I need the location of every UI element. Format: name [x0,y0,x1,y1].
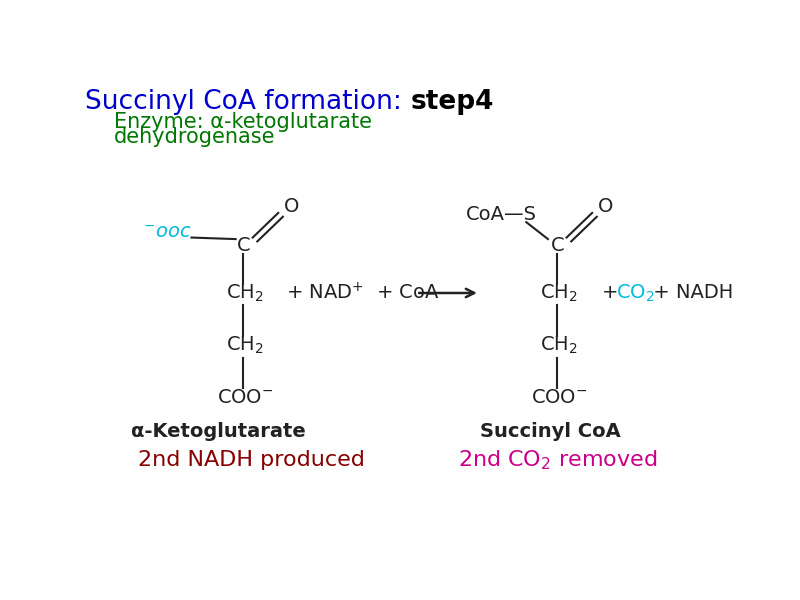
Text: CH$_2$: CH$_2$ [540,283,578,304]
Text: COO$^{-}$: COO$^{-}$ [530,388,587,407]
Text: 2nd CO$_2$ removed: 2nd CO$_2$ removed [458,448,657,472]
Text: CoA—S: CoA—S [466,205,537,224]
Text: CH$_2$: CH$_2$ [226,283,264,304]
Text: $^{-}$ooc: $^{-}$ooc [142,223,191,242]
Text: C: C [550,236,564,255]
Text: Succinyl CoA formation:: Succinyl CoA formation: [85,89,410,115]
Text: Succinyl CoA: Succinyl CoA [480,422,621,441]
Text: + NADH: + NADH [647,283,734,302]
Text: CH$_2$: CH$_2$ [540,335,578,356]
Text: C: C [237,236,250,255]
Text: + NAD$^{+}$  + CoA: + NAD$^{+}$ + CoA [286,283,439,304]
Text: α-Ketoglutarate: α-Ketoglutarate [131,422,306,441]
Text: 2nd NADH produced: 2nd NADH produced [138,450,365,470]
Text: CH$_2$: CH$_2$ [226,335,264,356]
Text: COO$^{-}$: COO$^{-}$ [217,388,273,407]
Text: dehydrogenase: dehydrogenase [114,127,275,148]
Text: O: O [598,197,613,216]
Text: +: + [602,283,625,302]
Text: O: O [284,197,299,216]
Text: Enzyme: α-ketoglutarate: Enzyme: α-ketoglutarate [114,112,372,132]
Text: step4: step4 [410,89,494,115]
Text: CO$_2$: CO$_2$ [616,283,654,304]
